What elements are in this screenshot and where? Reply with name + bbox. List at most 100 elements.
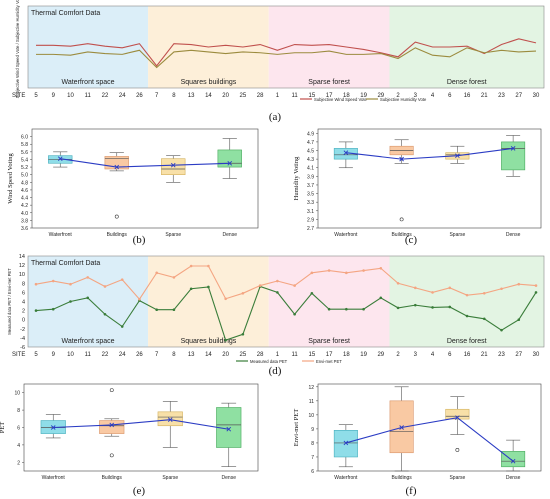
panel-label-f: (f) — [406, 485, 417, 497]
series-point — [241, 332, 245, 336]
series-point — [465, 314, 469, 318]
y-tick-label: 6 — [22, 290, 25, 296]
x-axis-label: SITE — [12, 352, 25, 358]
x-tick-label: Waterfront — [334, 232, 358, 238]
x-tick-label: 25 — [240, 352, 247, 358]
y-tick-label: 4.4 — [21, 196, 28, 202]
box-outlier — [109, 453, 114, 458]
x-tick-label: 26 — [136, 352, 143, 358]
x-tick-label: 5 — [34, 352, 38, 358]
y-tick-label: 2.9 — [307, 217, 314, 223]
chart-title: Thermal Comfort Data — [31, 10, 100, 17]
series-point — [396, 282, 400, 285]
series-point — [51, 307, 55, 311]
x-tick-label: 16 — [464, 352, 471, 358]
series-point — [327, 307, 331, 311]
box-outlier — [109, 388, 114, 392]
y-tick-label: 7 — [311, 455, 314, 461]
zone-label: Squares buildings — [181, 338, 237, 345]
zone-label: Dense forest — [447, 338, 487, 345]
y-tick-label: 5.8 — [21, 142, 28, 148]
panel-label-e: (e) — [133, 485, 146, 497]
mean-line — [345, 417, 514, 462]
y-tick-label: 5.4 — [21, 157, 28, 163]
series-point — [155, 271, 158, 275]
x-tick-label: 3 — [414, 93, 418, 99]
y-tick-label: 5.6 — [21, 150, 28, 156]
x-tick-label: 9 — [52, 93, 56, 99]
series-point — [414, 286, 417, 290]
zone-label: Sparse forest — [308, 338, 350, 345]
y-tick-label: -2 — [20, 327, 25, 333]
x-tick-label: 11 — [85, 93, 92, 99]
x-tick-label: 6 — [448, 352, 452, 358]
x-tick-label: 28 — [257, 352, 264, 358]
x-tick-label: Sparse — [162, 475, 178, 481]
mean-marker — [510, 146, 516, 151]
x-tick-label: 8 — [172, 352, 176, 358]
x-tick-label: 20 — [222, 352, 229, 358]
series-point — [293, 312, 296, 316]
box-iqr — [99, 420, 125, 434]
zone-label: Sparse forest — [308, 79, 350, 86]
series-point — [276, 279, 279, 283]
series-line — [36, 38, 537, 67]
zone-label: Squares buildings — [181, 79, 237, 86]
y-tick-label: 11 — [309, 399, 314, 405]
y-tick-label: 3.3 — [307, 200, 314, 206]
series-point — [138, 297, 141, 301]
x-tick-label: 10 — [67, 93, 74, 99]
x-tick-label: 11 — [292, 352, 299, 358]
series-point — [379, 266, 383, 270]
series-point — [86, 296, 90, 300]
x-tick-label: 15 — [309, 352, 316, 358]
x-tick-label: 2 — [396, 93, 400, 99]
zone-band — [389, 6, 544, 88]
box-iqr — [161, 158, 186, 175]
series-point — [327, 269, 331, 272]
x-tick-label: Buildings — [107, 232, 128, 238]
x-tick-label: 23 — [498, 93, 505, 99]
y-tick-label: 4.3 — [307, 157, 314, 163]
y-axis-label: Envi-met PET — [293, 409, 300, 446]
series-point — [172, 276, 176, 279]
series-point — [362, 307, 365, 311]
zone-band — [28, 6, 149, 88]
box-iqr — [389, 400, 414, 454]
x-tick-label: 18 — [343, 352, 350, 358]
x-tick-label: 21 — [481, 93, 488, 99]
x-tick-label: 11 — [292, 93, 299, 99]
x-tick-label: 1 — [276, 352, 280, 358]
x-tick-label: 29 — [377, 93, 384, 99]
x-tick-label: Sparse — [449, 232, 465, 238]
x-tick-label: 20 — [222, 93, 229, 99]
x-tick-label: 14 — [205, 93, 212, 99]
y-tick-label: 14 — [19, 254, 25, 260]
plot-frame — [27, 5, 545, 89]
legend-label: Envi-met PET — [316, 359, 342, 364]
x-tick-label: 15 — [309, 93, 316, 99]
series-point — [34, 282, 38, 286]
series-point — [86, 276, 90, 279]
x-tick-label: 8 — [172, 93, 176, 99]
box-iqr — [333, 430, 358, 458]
x-tick-label: 21 — [481, 352, 488, 358]
x-tick-label: Sparse — [449, 475, 465, 481]
x-tick-label: 26 — [136, 93, 143, 99]
series-point — [189, 264, 193, 268]
y-tick-label: 12 — [308, 385, 314, 391]
x-tick-label: 19 — [360, 93, 367, 99]
series-point — [431, 306, 434, 309]
x-tick-label: 30 — [533, 352, 540, 358]
y-tick-label: 3.1 — [307, 209, 314, 215]
series-point — [500, 328, 503, 332]
mean-line — [53, 419, 229, 430]
y-tick-label: 2 — [17, 460, 20, 466]
series-point — [310, 292, 314, 295]
series-point — [517, 282, 521, 286]
series-point — [155, 308, 158, 311]
x-tick-label: 17 — [326, 352, 333, 358]
series-point — [293, 284, 296, 287]
y-tick-label: 4.6 — [21, 188, 28, 194]
mean-marker — [50, 425, 56, 430]
